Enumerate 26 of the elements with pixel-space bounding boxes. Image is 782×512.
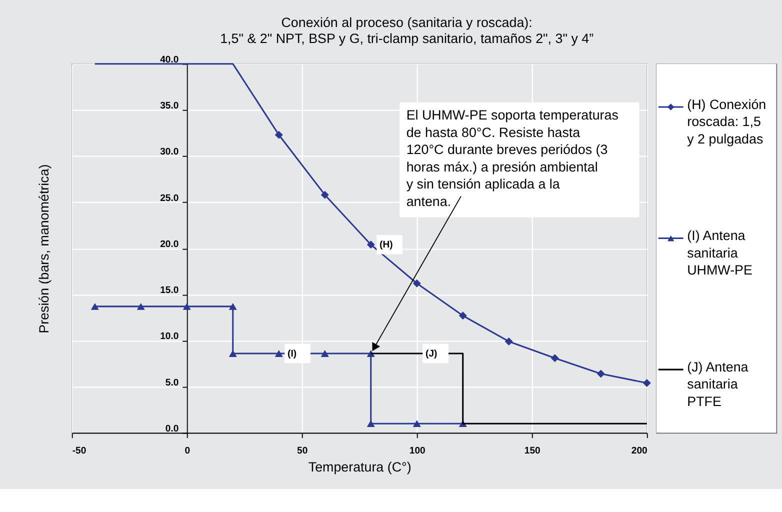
x-tick-label: 100	[409, 445, 426, 456]
y-axis-title: Presión (bars, manométrica)	[36, 164, 52, 334]
legend-label: (I) Antena sanitaria UHMW-PE	[687, 228, 752, 278]
annotation: (J)	[426, 348, 438, 360]
y-tick-label: 0.0	[165, 423, 179, 434]
y-tick-label: 40.0	[160, 54, 179, 66]
x-tick-label: -50	[72, 445, 86, 456]
x-tick-label: 200	[631, 445, 648, 456]
annotation: (I)	[288, 348, 297, 360]
y-tick-label: 5.0	[165, 377, 179, 388]
y-tick-label: 15.0	[160, 285, 179, 296]
y-tick-label: 25.0	[160, 192, 179, 204]
chart-subtitle: 1,5" & 2" NPT, BSP y G, tri-clamp sanitario, tamaños 2", 3" y 4”	[220, 31, 594, 46]
chart-title: Conexión al proceso (sanitaria y roscada):	[281, 14, 532, 30]
y-tick-label: 35.0	[160, 100, 179, 112]
annotation: El UHMW-PE soporta temperaturas de hasta 80°C. Resiste hasta 120°C durante breves periódos (3 horas máx.) a presión ambiental y sin tensión aplicada a la antena.	[406, 108, 619, 209]
y-tick-label: 10.0	[160, 331, 179, 342]
y-tick-label: 30.0	[160, 146, 179, 158]
x-tick-label: 0	[184, 445, 190, 456]
x-tick-label: 150	[524, 445, 540, 456]
annotation: (H)	[380, 240, 393, 251]
y-tick-label: 20.0	[160, 238, 179, 250]
legend-label: (H) Conexión roscada: 1,5 y 2 pulgadas	[687, 96, 766, 146]
legend-label: (J) Antena sanitaria PTFE	[687, 359, 749, 409]
x-tick-label: 50	[297, 445, 308, 456]
x-axis-title: Temperatura (C°)	[308, 460, 412, 475]
